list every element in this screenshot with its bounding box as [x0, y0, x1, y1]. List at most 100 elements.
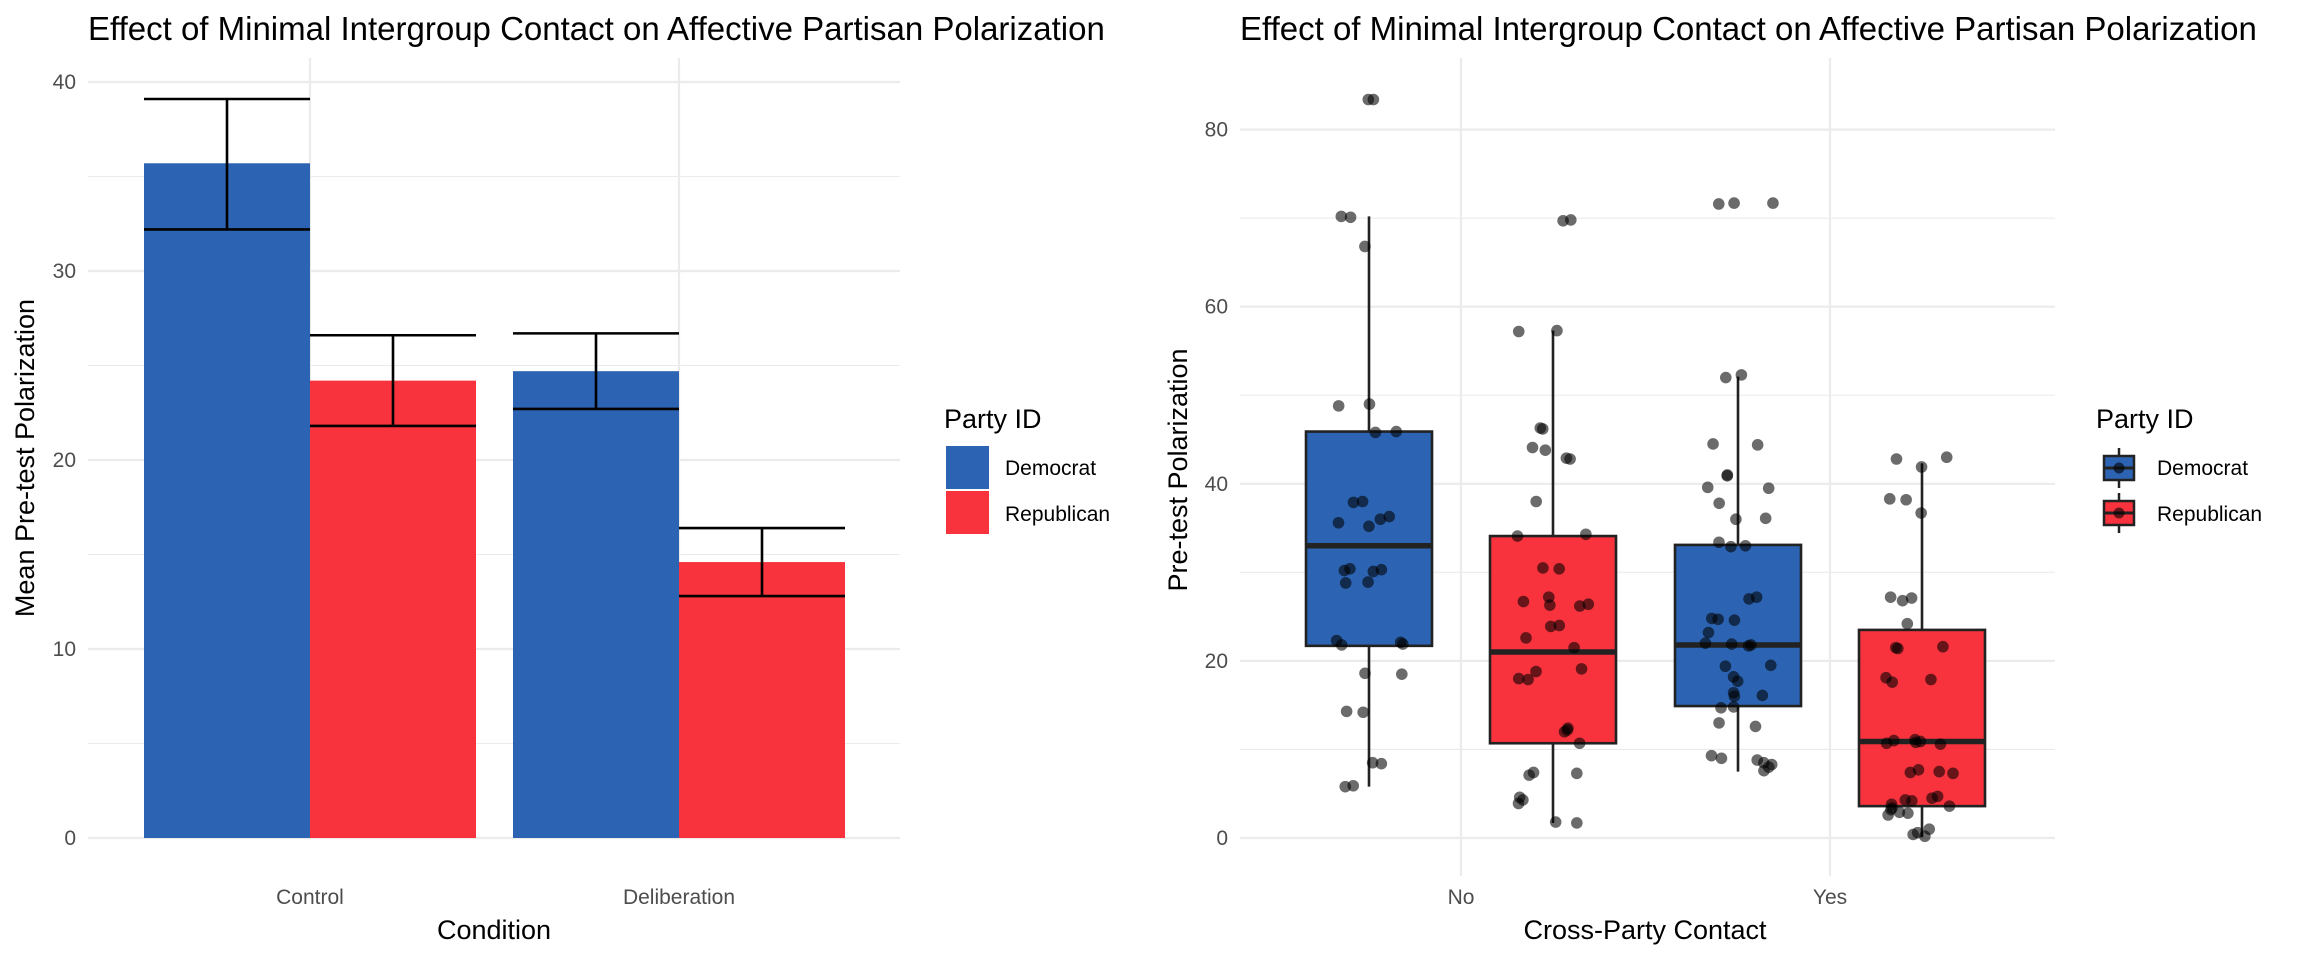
jitter-point-democrat-yes [1705, 749, 1718, 762]
jitter-point-democrat-no [1367, 565, 1380, 578]
jitter-point-democrat-no [1335, 639, 1348, 651]
jitter-point-republican-no [1511, 530, 1524, 542]
jitter-point-democrat-yes [1715, 702, 1727, 714]
box-legend-label-republican: Republican [2157, 503, 2262, 526]
jitter-point-republican-no [1512, 672, 1525, 685]
jitter-point-democrat-no [1339, 577, 1352, 589]
bar-republican-control [310, 380, 476, 838]
box-plot-legend: Party ID Democrat Republican [2096, 404, 2262, 533]
jitter-point-republican-no [1522, 673, 1534, 686]
bar-legend-title: Party ID [944, 404, 1042, 434]
bar-chart-y-axis-title: Mean Pre-test Polarization [10, 299, 40, 617]
bar-chart-x-ticks: Control Deliberation [276, 886, 735, 909]
error-bar-republican-deliberation [679, 526, 845, 598]
jitter-point-republican-no [1580, 528, 1592, 541]
bar-chart-legend: Party ID Democrat Republican [944, 404, 1110, 534]
jitter-point-republican-yes [1893, 806, 1906, 819]
jitter-point-republican-no [1544, 599, 1556, 611]
jitter-point-republican-no [1520, 632, 1532, 644]
jitter-point-republican-yes [1883, 493, 1896, 505]
bar-legend-label-democrat: Democrat [1005, 457, 1096, 480]
jitter-point-democrat-no [1340, 705, 1353, 718]
jitter-point-democrat-yes [1725, 540, 1737, 553]
jitter-point-democrat-no [1362, 576, 1374, 588]
jitter-point-democrat-no [1335, 210, 1348, 223]
jitter-point-republican-no [1549, 816, 1562, 828]
bar-x-tick-label: Control [276, 886, 344, 909]
box-y-tick-label: 80 [1205, 119, 1228, 142]
jitter-point-democrat-no [1363, 520, 1375, 533]
jitter-point-republican-no [1573, 737, 1586, 750]
jitter-point-republican-no [1558, 725, 1571, 738]
jitter-point-republican-yes [1900, 493, 1912, 506]
jitter-point-democrat-no [1338, 564, 1351, 577]
jitter-point-republican-yes [1902, 807, 1914, 820]
jitter-point-democrat-yes [1762, 482, 1775, 495]
box-plot-panel: Effect of Minimal Intergroup Contact on … [1163, 10, 2262, 945]
jitter-point-republican-yes [1896, 594, 1909, 607]
jitter-point-republican-no [1512, 325, 1525, 338]
jitter-point-democrat-yes [1719, 371, 1732, 384]
bar-legend-label-republican: Republican [1005, 503, 1110, 526]
bar-chart-x-axis-title: Condition [437, 915, 551, 945]
bar-democrat-control [144, 163, 310, 838]
box-plot-y-ticks: 0 20 40 60 80 [1205, 119, 1228, 850]
jitter-point-democrat-yes [1715, 752, 1728, 765]
jitter-point-democrat-yes [1756, 689, 1769, 702]
jitter-point-democrat-yes [1728, 614, 1741, 626]
jitter-point-democrat-no [1363, 398, 1376, 410]
jitter-point-republican-yes [1880, 737, 1893, 750]
jitter-point-republican-no [1551, 324, 1563, 337]
jitter-point-republican-yes [1919, 830, 1931, 843]
jitter-point-democrat-no [1332, 516, 1345, 529]
jitter-point-democrat-no [1374, 513, 1387, 526]
jitter-point-democrat-yes [1742, 640, 1755, 652]
box-iqr [1488, 534, 1618, 745]
error-bar-democrat-control [144, 97, 310, 231]
jitter-point-democrat-no [1344, 211, 1357, 224]
bar-legend-key-republican [946, 491, 989, 534]
jitter-point-democrat-yes [1743, 593, 1755, 605]
jitter-point-democrat-yes [1751, 439, 1764, 451]
bar-chart-title: Effect of Minimal Intergroup Contact on … [88, 10, 1105, 47]
bar-y-tick-label: 10 [53, 638, 76, 661]
jitter-point-republican-yes [1915, 461, 1928, 473]
jitter-point-republican-yes [1890, 453, 1903, 465]
jitter-point-democrat-yes [1707, 438, 1719, 450]
error-bar-republican-control [310, 333, 476, 428]
jitter-point-democrat-no [1359, 667, 1371, 680]
box-y-tick-label: 40 [1205, 473, 1228, 496]
jitter-point-republican-no [1571, 817, 1583, 829]
box-x-tick-label: No [1448, 886, 1475, 909]
bar-chart-y-ticks: 0 10 20 30 40 [53, 71, 76, 850]
jitter-point-republican-no [1536, 423, 1549, 435]
bar-y-tick-label: 0 [64, 827, 76, 850]
jitter-point-democrat-yes [1712, 198, 1725, 210]
jitter-point-democrat-no [1375, 757, 1388, 770]
jitter-point-republican-yes [1901, 617, 1914, 630]
box-iqr [1304, 430, 1434, 648]
jitter-point-democrat-yes [1727, 701, 1740, 713]
jitter-point-republican-yes [1915, 507, 1927, 519]
jitter-point-republican-yes [1907, 828, 1919, 841]
jitter-point-republican-yes [1892, 642, 1904, 655]
jitter-point-democrat-no [1390, 425, 1403, 438]
jitter-point-democrat-yes [1731, 675, 1744, 688]
box-y-tick-label: 20 [1205, 650, 1228, 673]
jitter-point-democrat-no [1357, 706, 1369, 719]
box-legend-key-democrat [2102, 448, 2136, 488]
jitter-point-republican-no [1530, 665, 1542, 678]
box-legend-title: Party ID [2096, 404, 2194, 434]
bar-chart-error-bars [144, 97, 845, 598]
jitter-point-republican-yes [1906, 795, 1918, 807]
jitter-point-democrat-yes [1735, 369, 1748, 381]
jitter-point-republican-yes [1905, 592, 1918, 604]
jitter-point-democrat-yes [1730, 513, 1742, 526]
jitter-point-democrat-yes [1739, 539, 1752, 552]
jitter-point-republican-no [1517, 595, 1530, 608]
jitter-point-democrat-no [1397, 638, 1409, 650]
jitter-point-democrat-yes [1699, 637, 1712, 649]
jitter-point-republican-yes [1933, 765, 1945, 778]
jitter-point-democrat-no [1356, 495, 1369, 508]
